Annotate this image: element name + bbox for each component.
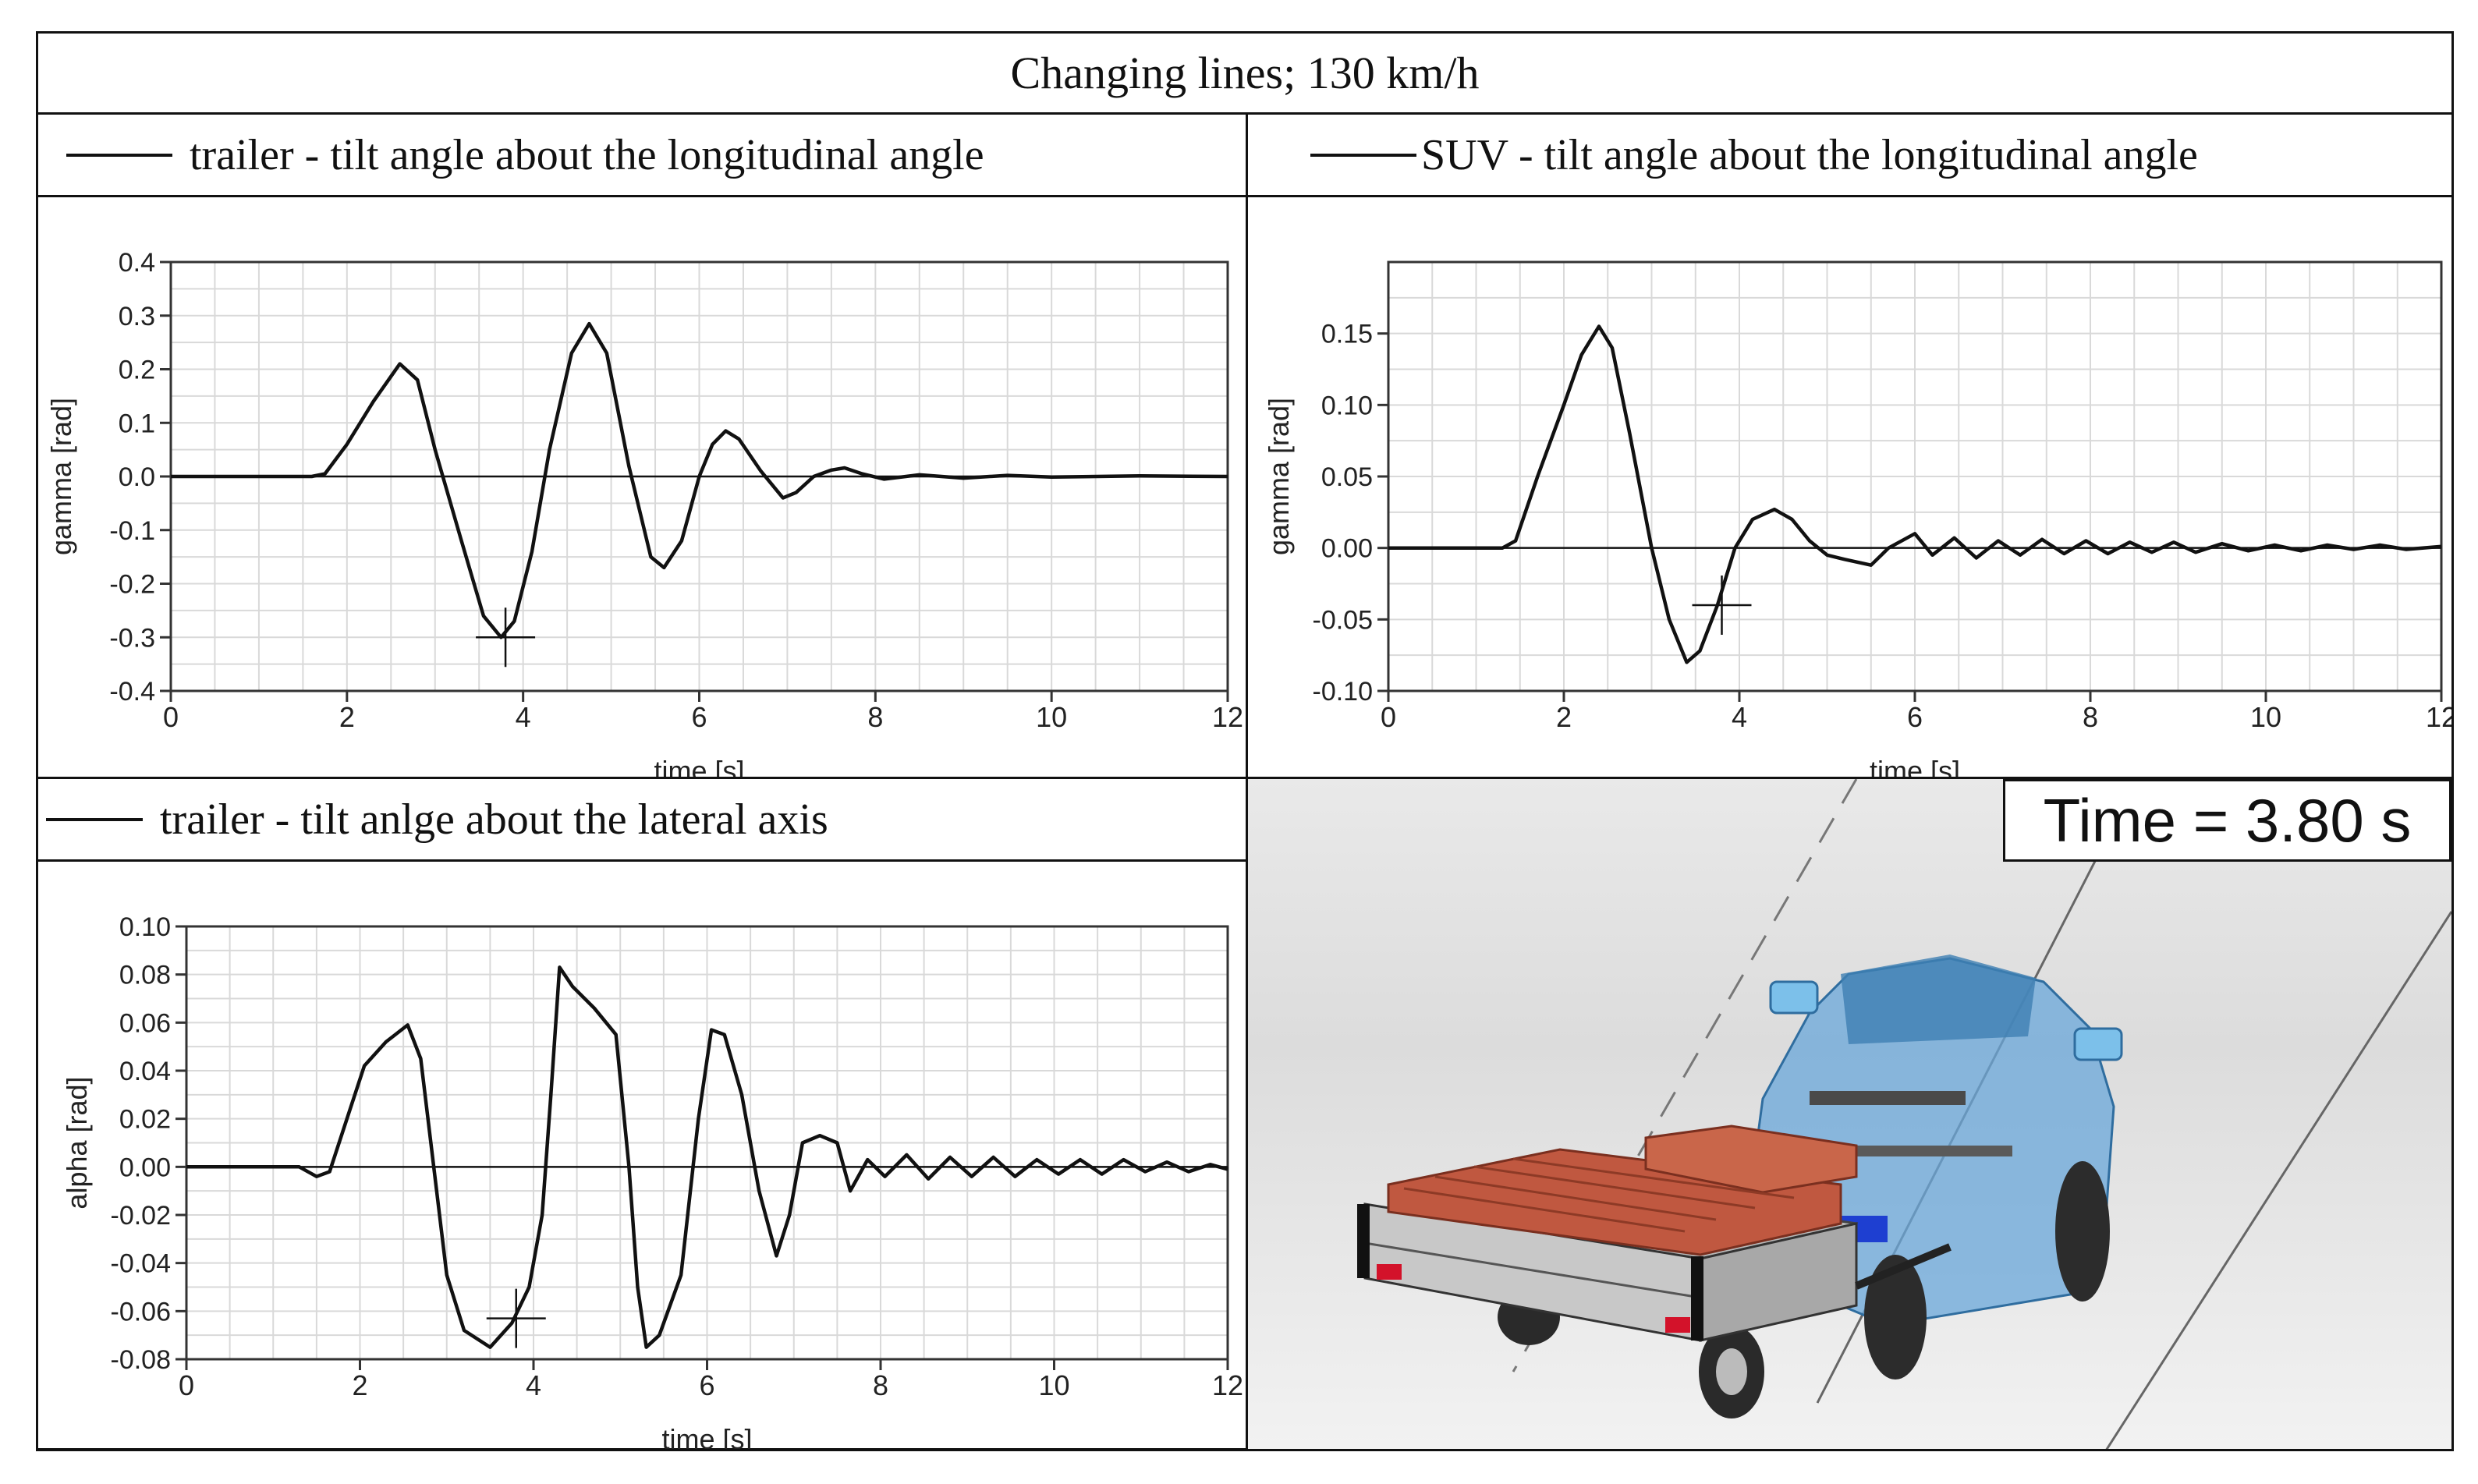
legend-line-sample (46, 817, 143, 821)
y-tick-label: 0.06 (119, 1008, 171, 1038)
x-tick-label: 6 (699, 1369, 714, 1401)
x-tick-label: 4 (1732, 701, 1747, 733)
y-tick-label: 0.3 (119, 302, 155, 331)
x-tick-label: 6 (691, 701, 707, 733)
x-tick-label: 12 (1212, 701, 1243, 733)
y-tick-label: -0.05 (1313, 605, 1374, 635)
x-tick-label: 4 (526, 1369, 541, 1401)
x-tick-label: 8 (873, 1369, 888, 1401)
x-tick-label: 8 (867, 701, 883, 733)
trailer-model (1357, 1125, 1952, 1418)
x-tick-label: 2 (1556, 701, 1572, 733)
y-tick-label: -0.08 (111, 1345, 172, 1375)
x-tick-label: 10 (2250, 701, 2281, 733)
y-tick-label: -0.1 (109, 516, 155, 546)
vehicle-scene (1357, 779, 2451, 1450)
x-axis-label: time [s] (654, 755, 744, 777)
y-tick-label: 0.00 (119, 1153, 171, 1182)
x-tick-label: 12 (2426, 701, 2451, 733)
chart-trailer-alpha: 0 2 4 6 8 10 12 -0.08 -0.06 -0.04 -0.02 0.00 0.02 0.0… (38, 864, 1246, 1449)
y-tick-label: 0.10 (119, 912, 171, 942)
x-tick-label: 8 (2083, 701, 2098, 733)
y-axis-label: gamma [rad] (45, 398, 77, 555)
y-tick-label: -0.04 (111, 1249, 172, 1279)
y-tick-label: 0.4 (119, 248, 155, 278)
y-tick-label: 0.10 (1321, 391, 1373, 420)
y-tick-label: 0.00 (1321, 534, 1373, 564)
x-tick-label: 12 (1212, 1369, 1243, 1401)
legend-line-sample (66, 153, 172, 157)
series-line (171, 321, 1228, 639)
chart-trailer-gamma: 0 2 4 6 8 10 12 -0.4 -0.3 -0.2 -0.1 0.0 0.1 0.2 0.3 0.4… (38, 200, 1246, 777)
panel-header-trailer-lateral: trailer - tilt anlge about the lateral a… (38, 779, 1246, 862)
y-tick-label: 0.15 (1321, 320, 1373, 349)
simulation-view: Time = 3.80 s (1248, 779, 2451, 1450)
x-tick-label: 0 (179, 1369, 194, 1401)
time-readout: Time = 3.80 s (2003, 779, 2451, 862)
series-line (1388, 324, 2442, 664)
panel-header-suv-longitudinal: SUV - tilt angle about the longitudinal … (1248, 115, 2451, 197)
bottom-rule (36, 1449, 2454, 1451)
lane-line-right (2104, 911, 2451, 1450)
x-tick-label: 2 (352, 1369, 367, 1401)
y-tick-label: 0.05 (1321, 462, 1373, 492)
x-tick-label: 0 (1381, 701, 1396, 733)
figure-frame: Changing lines; 130 km/h trailer - tilt … (36, 31, 2454, 1450)
x-tick-label: 10 (1036, 701, 1067, 733)
y-tick-label: -0.10 (1313, 677, 1374, 707)
figure-title: Changing lines; 130 km/h (38, 34, 2451, 115)
y-axis-label: gamma [rad] (1263, 398, 1295, 555)
y-tick-label: -0.3 (109, 623, 155, 653)
y-tick-label: 0.0 (119, 462, 155, 492)
legend-label: SUV - tilt angle about the longitudinal … (1421, 130, 2198, 179)
y-tick-label: 0.02 (119, 1105, 171, 1135)
y-tick-label: 0.1 (119, 409, 155, 438)
chart-svg: 0 2 4 6 8 10 12 -0.10 -0.05 0.00 0.05 0.10 0.15 time … (1263, 260, 2451, 777)
y-tick-label: -0.4 (109, 677, 155, 707)
legend-label: trailer - tilt angle about the longitudi… (190, 130, 984, 179)
horizontal-divider (38, 777, 2451, 779)
panel-header-trailer-longitudinal: trailer - tilt angle about the longitudi… (38, 115, 1246, 197)
chart-svg: 0 2 4 6 8 10 12 -0.08 -0.06 -0.04 -0.02 0.00 0.02 0.0… (61, 912, 1243, 1449)
y-tick-label: 0.08 (119, 961, 171, 990)
x-tick-label: 4 (516, 701, 531, 733)
y-tick-label: -0.02 (111, 1201, 172, 1231)
x-tick-label: 10 (1038, 1369, 1069, 1401)
chart-svg: 0 2 4 6 8 10 12 -0.4 -0.3 -0.2 -0.1 0.0 0.1 0.2 0.3 0.4… (45, 248, 1243, 777)
x-axis-label: time [s] (661, 1423, 752, 1449)
y-tick-label: -0.06 (111, 1297, 172, 1326)
y-axis-label: alpha [rad] (61, 1076, 93, 1209)
x-tick-label: 6 (1907, 701, 1923, 733)
y-tick-label: -0.2 (109, 570, 155, 600)
y-tick-label: 0.2 (119, 356, 155, 385)
vertical-divider (1246, 115, 1248, 1450)
series-line (186, 965, 1228, 1349)
x-axis-label: time [s] (1870, 755, 1960, 777)
x-tick-label: 2 (339, 701, 355, 733)
legend-line-sample (1310, 153, 1416, 157)
y-tick-label: 0.04 (119, 1057, 171, 1086)
legend-label: trailer - tilt anlge about the lateral a… (160, 795, 828, 844)
x-tick-label: 0 (163, 701, 179, 733)
chart-suv-gamma: 0 2 4 6 8 10 12 -0.10 -0.05 0.00 0.05 0.10 0.15 time … (1248, 200, 2451, 777)
